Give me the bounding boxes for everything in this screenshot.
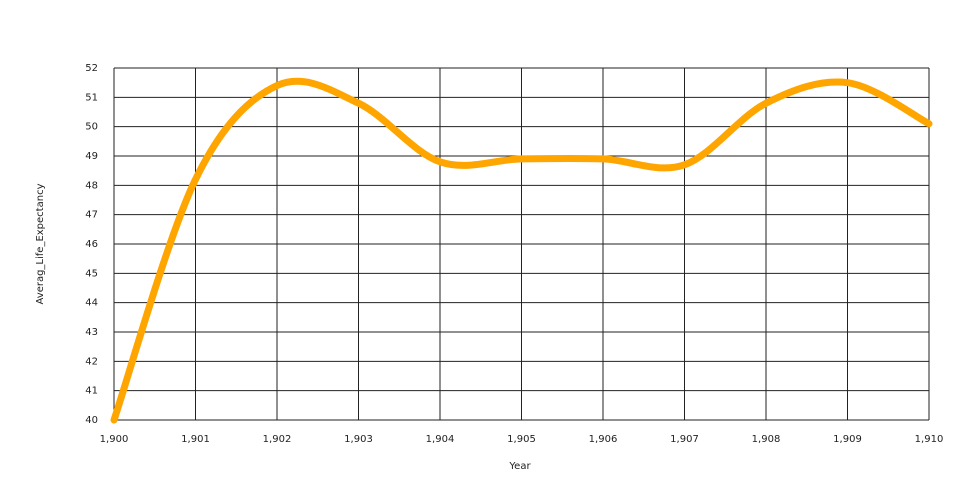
- x-tick-label: 1,909: [833, 434, 862, 445]
- x-tick-label: 1,906: [589, 434, 618, 445]
- y-tick-label: 51: [85, 92, 98, 103]
- y-tick-label: 52: [85, 63, 98, 74]
- x-tick-label: 1,910: [915, 434, 944, 445]
- y-tick-label: 49: [85, 151, 98, 162]
- x-tick-label: 1,901: [181, 434, 210, 445]
- x-tick-label: 1,907: [670, 434, 699, 445]
- x-tick-label: 1,905: [507, 434, 536, 445]
- y-tick-label: 50: [85, 122, 98, 133]
- x-axis-label: Year: [508, 461, 531, 472]
- x-tick-label: 1,904: [426, 434, 455, 445]
- y-tick-label: 40: [85, 415, 98, 426]
- x-tick-label: 1,908: [752, 434, 781, 445]
- y-tick-label: 48: [85, 180, 98, 191]
- y-tick-label: 41: [85, 386, 98, 397]
- y-tick-label: 45: [85, 268, 98, 279]
- y-tick-label: 46: [85, 239, 98, 250]
- y-tick-label: 44: [85, 298, 98, 309]
- x-tick-label: 1,903: [344, 434, 373, 445]
- y-axis-label: Averag_Life_Expectancy: [35, 183, 46, 304]
- x-tick-label: 1,902: [263, 434, 292, 445]
- line: [110, 77, 933, 424]
- y-tick-label: 42: [85, 356, 98, 367]
- y-tick-label: 43: [85, 327, 98, 338]
- x-tick-label: 1,900: [100, 434, 129, 445]
- y-tick-label: 47: [85, 210, 98, 221]
